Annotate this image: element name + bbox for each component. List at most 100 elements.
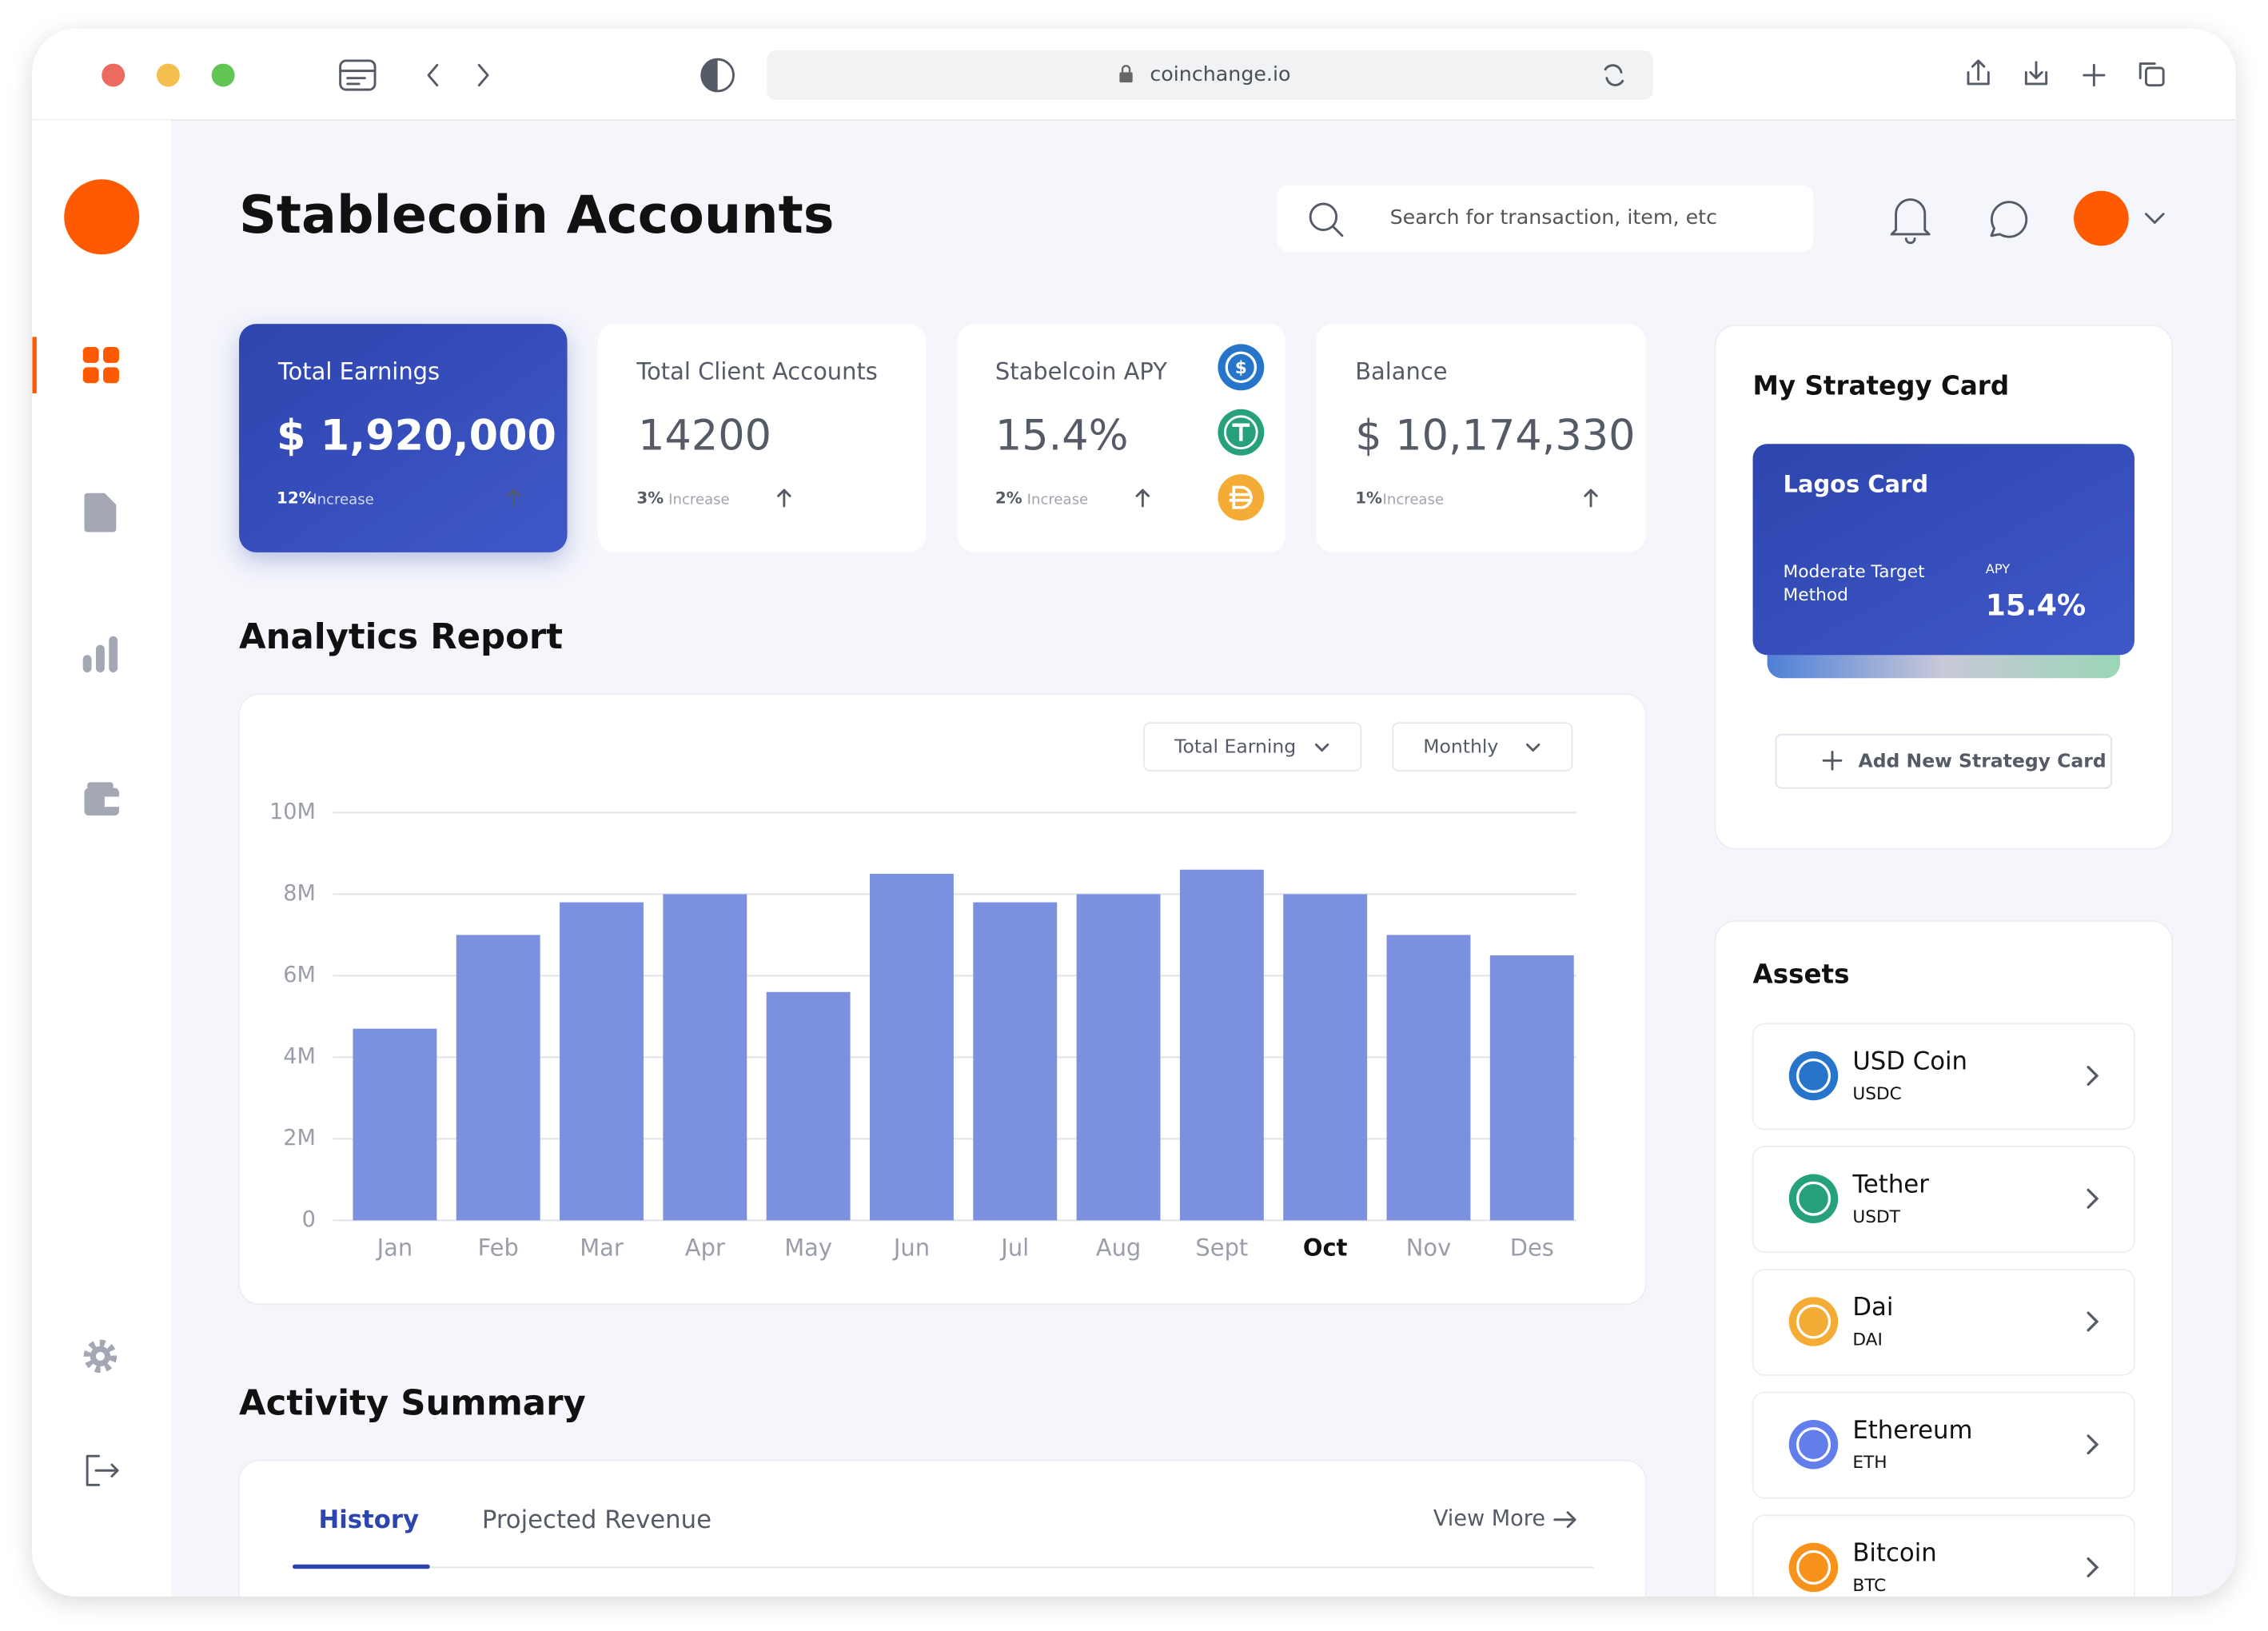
search-icon bbox=[1309, 202, 1344, 237]
asset-icon-ring bbox=[1796, 1427, 1832, 1462]
asset-name: Dai bbox=[1852, 1293, 1893, 1322]
nav-wallet[interactable] bbox=[84, 782, 119, 816]
x-tick-label: Nov bbox=[1406, 1234, 1451, 1262]
reload[interactable] bbox=[1604, 64, 1624, 86]
y-tick-label: 10M bbox=[269, 800, 316, 824]
up-arrow bbox=[1584, 489, 1598, 508]
x-tick-label: Jan bbox=[376, 1234, 413, 1262]
filter-dropdown[interactable]: Total Earning bbox=[1143, 722, 1362, 772]
apy-label: APY bbox=[1986, 561, 2011, 576]
asset-icon-ring bbox=[1796, 1181, 1832, 1216]
asset-name: USD Coin bbox=[1852, 1047, 1967, 1076]
asset-row[interactable]: Tether USDT bbox=[1752, 1146, 2135, 1254]
asset-icon-ring bbox=[1796, 1549, 1832, 1585]
close-button[interactable] bbox=[102, 63, 126, 87]
x-tick-label: Feb bbox=[478, 1234, 519, 1262]
x-tick-label: Oct bbox=[1303, 1234, 1348, 1262]
add-card-button[interactable]: Add New Strategy Card bbox=[1775, 733, 2112, 789]
bar bbox=[1489, 955, 1574, 1221]
asset-row[interactable]: USD Coin USDC bbox=[1752, 1023, 2135, 1131]
share[interactable] bbox=[1967, 59, 1990, 86]
x-tick-label: Jul bbox=[999, 1234, 1029, 1262]
nav-logout[interactable] bbox=[86, 1454, 119, 1486]
nav-settings[interactable] bbox=[83, 1339, 118, 1374]
page-title: Stablecoin Accounts bbox=[239, 185, 834, 245]
asset-symbol: USDC bbox=[1852, 1084, 1901, 1104]
y-tick-label: 6M bbox=[283, 963, 316, 987]
stat-change: 1% bbox=[1355, 489, 1382, 507]
new-tab[interactable] bbox=[2083, 63, 2106, 87]
bar bbox=[869, 873, 954, 1221]
x-tick-label: May bbox=[784, 1234, 832, 1262]
search-box[interactable] bbox=[1277, 185, 1814, 252]
up-arrow bbox=[1135, 489, 1150, 508]
asset-icon-ring bbox=[1796, 1304, 1832, 1339]
messages[interactable] bbox=[1990, 201, 2028, 238]
row-bg bbox=[1752, 1514, 2135, 1597]
stat-change: 3% bbox=[636, 489, 664, 507]
logo[interactable] bbox=[64, 179, 140, 255]
y-tick-label: 0 bbox=[302, 1207, 316, 1232]
tab-active[interactable]: History bbox=[318, 1505, 419, 1534]
address-bar[interactable] bbox=[767, 50, 1653, 100]
avatar[interactable] bbox=[2074, 190, 2129, 246]
button-label: Add New Strategy Card bbox=[1859, 750, 2107, 772]
asset-name: Ethereum bbox=[1852, 1416, 1972, 1445]
search-placeholder: Search for transaction, item, etc bbox=[1390, 205, 1717, 229]
sidebar-toggle[interactable] bbox=[339, 59, 377, 91]
y-tick-label: 4M bbox=[283, 1044, 316, 1069]
x-tick-label: Des bbox=[1510, 1234, 1554, 1262]
maximize-button[interactable] bbox=[211, 63, 235, 87]
sidebar-bg bbox=[32, 120, 172, 1597]
view-more[interactable]: View More bbox=[1433, 1506, 1545, 1531]
download[interactable] bbox=[2024, 61, 2048, 86]
nav-dashboard[interactable] bbox=[82, 347, 119, 384]
lock-icon bbox=[1119, 65, 1133, 83]
asset-icon-ring bbox=[1796, 1059, 1832, 1094]
strategy-card[interactable] bbox=[1752, 444, 2134, 656]
notifications[interactable] bbox=[1890, 198, 1931, 245]
asset-row[interactable]: Bitcoin BTC bbox=[1752, 1514, 2135, 1621]
card-name: Lagos Card bbox=[1784, 471, 1929, 498]
asset-list: USD Coin USDC Tether USDT Dai DAI Ethereum ETH B… bbox=[1752, 1023, 2135, 1621]
filter-label: Total Earning bbox=[1174, 735, 1296, 757]
bar-chart: 0 2M 4M 6M 8M 10M Jan Feb Mar Apr May Jun Jul Aug Sept… bbox=[269, 800, 1576, 1262]
x-tick-label: Jun bbox=[892, 1234, 930, 1262]
usdc-icon: $ bbox=[1218, 344, 1265, 391]
stat-value: $ 1,920,000 bbox=[277, 412, 556, 461]
minimize-button[interactable] bbox=[156, 63, 180, 87]
svg-text:$: $ bbox=[1235, 358, 1247, 378]
nav-analytics[interactable] bbox=[82, 636, 118, 672]
section-title: Analytics Report bbox=[239, 617, 563, 657]
tabs[interactable] bbox=[2138, 62, 2165, 87]
tab[interactable]: Projected Revenue bbox=[482, 1505, 711, 1534]
row-bg bbox=[1752, 1268, 2135, 1376]
asset-icon bbox=[1788, 1051, 1839, 1101]
panel-title: Assets bbox=[1753, 959, 1850, 990]
back-button[interactable] bbox=[427, 63, 439, 87]
asset-row[interactable]: Ethereum ETH bbox=[1752, 1391, 2135, 1499]
profile-menu[interactable] bbox=[2145, 213, 2165, 224]
asset-symbol: DAI bbox=[1852, 1330, 1883, 1350]
up-arrow bbox=[777, 489, 791, 508]
theme-toggle[interactable] bbox=[700, 58, 735, 93]
y-tick-label: 2M bbox=[283, 1126, 316, 1150]
panel-title: My Strategy Card bbox=[1753, 371, 2010, 401]
stat-card: Total Client Accounts 14200 3% Increase bbox=[597, 324, 927, 552]
forward-button[interactable] bbox=[477, 63, 489, 87]
card-bg bbox=[597, 324, 927, 552]
view-more-arrow bbox=[1553, 1511, 1576, 1529]
active-indicator bbox=[32, 337, 37, 393]
asset-symbol: USDT bbox=[1852, 1207, 1900, 1227]
sidebar bbox=[32, 120, 172, 1597]
filter-dropdown[interactable]: Monthly bbox=[1392, 722, 1573, 772]
x-tick-label: Sept bbox=[1195, 1234, 1248, 1262]
card-method: Method bbox=[1784, 585, 1848, 605]
stat-label: Total Client Accounts bbox=[636, 358, 878, 385]
asset-row[interactable]: Dai DAI bbox=[1752, 1268, 2135, 1376]
bar bbox=[353, 1028, 437, 1221]
nav-documents[interactable] bbox=[84, 492, 117, 532]
chevron bbox=[2087, 1066, 2099, 1087]
stat-label: Balance bbox=[1355, 358, 1447, 385]
asset-icon bbox=[1788, 1174, 1839, 1223]
